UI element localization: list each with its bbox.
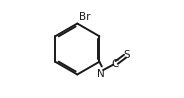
- Text: N: N: [98, 69, 105, 79]
- Text: Br: Br: [79, 12, 91, 22]
- Text: S: S: [123, 50, 130, 60]
- Text: C: C: [111, 59, 119, 69]
